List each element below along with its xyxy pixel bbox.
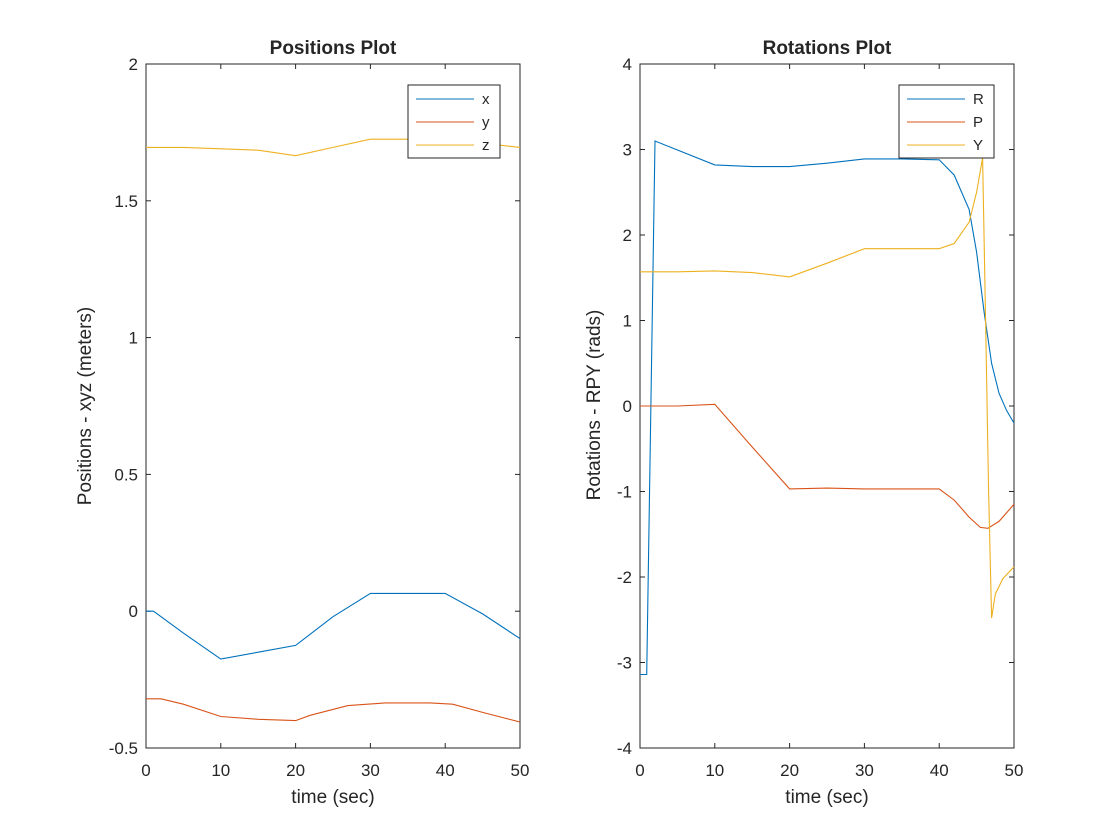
positions-xtick-label: 20	[286, 761, 305, 780]
rotations-xtick-label: 30	[855, 761, 874, 780]
rotations-xtick-label: 20	[780, 761, 799, 780]
rotations-ytick-label: -4	[617, 739, 632, 758]
positions-ytick-label: 0	[129, 602, 138, 621]
rotations-ticks: 0 10 20 30 40 50 -4 -3 -2 -1 0 1 2 3 4	[617, 55, 1024, 780]
rotations-ylabel: Rotations - RPY (rads)	[584, 310, 605, 501]
positions-series-y-line	[146, 698, 521, 723]
positions-xtick-label: 50	[511, 761, 530, 780]
positions-legend-label-x: x	[482, 91, 490, 108]
rotations-lines	[640, 140, 1015, 676]
rotations-title: Rotations Plot	[763, 38, 892, 59]
positions-legend-label-z: z	[482, 137, 490, 154]
rotations-ytick-label: 4	[623, 55, 632, 74]
positions-ytick-label: 1	[129, 329, 138, 348]
rotations-legend-label-P: P	[973, 114, 983, 131]
rotations-ytick-label: -3	[617, 654, 632, 673]
rotations-ytick-label: 3	[623, 141, 632, 160]
rotations-xtick-label: 40	[930, 761, 949, 780]
positions-ytick-label: -0.5	[109, 739, 138, 758]
rotations-ytick-label: 1	[623, 312, 632, 331]
positions-series-x-line	[146, 592, 521, 660]
positions-xtick-label: 0	[141, 761, 150, 780]
positions-xlabel: time (sec)	[291, 787, 374, 808]
positions-axes-box	[145, 63, 521, 749]
positions-xtick-label: 30	[361, 761, 380, 780]
rotations-legend: RPY	[898, 84, 995, 159]
rotations-xtick-label: 10	[705, 761, 724, 780]
rotations-xtick-label: 50	[1005, 761, 1024, 780]
positions-xtick-label: 40	[436, 761, 455, 780]
rotations-legend-label-Y: Y	[973, 137, 983, 154]
rotations-axes-box	[639, 63, 1015, 749]
positions-ticks: 0 10 20 30 40 50-0.500.511.52	[109, 55, 530, 780]
positions-ytick-label: 2	[129, 55, 138, 74]
rotations-legend-label-R: R	[973, 91, 984, 108]
rotations-ytick-label: 0	[623, 397, 632, 416]
rotations-ytick-label: -2	[617, 568, 632, 587]
positions-ytick-label: 1.5	[114, 192, 138, 211]
rotations-ytick-label: 2	[623, 226, 632, 245]
positions-title: Positions Plot	[270, 38, 397, 59]
positions-xtick-label: 10	[211, 761, 230, 780]
positions-legend: xyz	[407, 84, 501, 159]
positions-legend-label-y: y	[482, 114, 490, 131]
rotations-ytick-label: -1	[617, 483, 632, 502]
positions-ylabel: Positions - xyz (meters)	[75, 307, 96, 505]
rotations-xlabel: time (sec)	[785, 787, 868, 808]
positions-plot: 0 10 20 30 40 50-0.500.511.52 Positions Plot …	[75, 38, 529, 808]
rotations-series-Y-line	[640, 157, 1015, 619]
rotations-xtick-label: 0	[635, 761, 644, 780]
positions-ytick-label: 0.5	[114, 465, 138, 484]
rotations-series-P-line	[640, 403, 1015, 529]
rotations-series-R-line	[640, 140, 1015, 676]
